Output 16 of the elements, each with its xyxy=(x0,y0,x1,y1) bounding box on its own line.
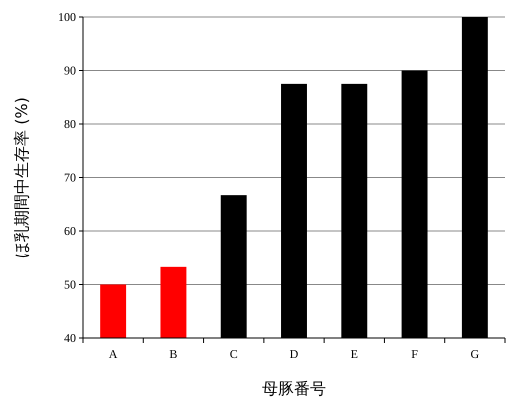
x-tick-label: E xyxy=(350,347,358,361)
y-tick-label: 70 xyxy=(64,170,76,184)
y-tick-label: 80 xyxy=(64,117,76,131)
x-axis-title: 母豚番号 xyxy=(262,379,326,398)
y-tick-label: 50 xyxy=(64,278,76,292)
x-tick-label: A xyxy=(108,347,118,361)
y-tick-label: 90 xyxy=(64,64,76,78)
x-tick-label: D xyxy=(290,347,299,361)
y-tick-label: 60 xyxy=(64,224,76,238)
y-axis-title: ほ乳期間中生存率 (%) xyxy=(12,97,31,258)
x-tick-label: G xyxy=(470,347,480,361)
x-tick-label: C xyxy=(230,347,238,361)
y-tick-label: 40 xyxy=(64,331,76,345)
y-tick-label: 100 xyxy=(58,10,76,24)
x-tick-label: F xyxy=(411,347,418,361)
x-tick-label: B xyxy=(169,347,178,361)
